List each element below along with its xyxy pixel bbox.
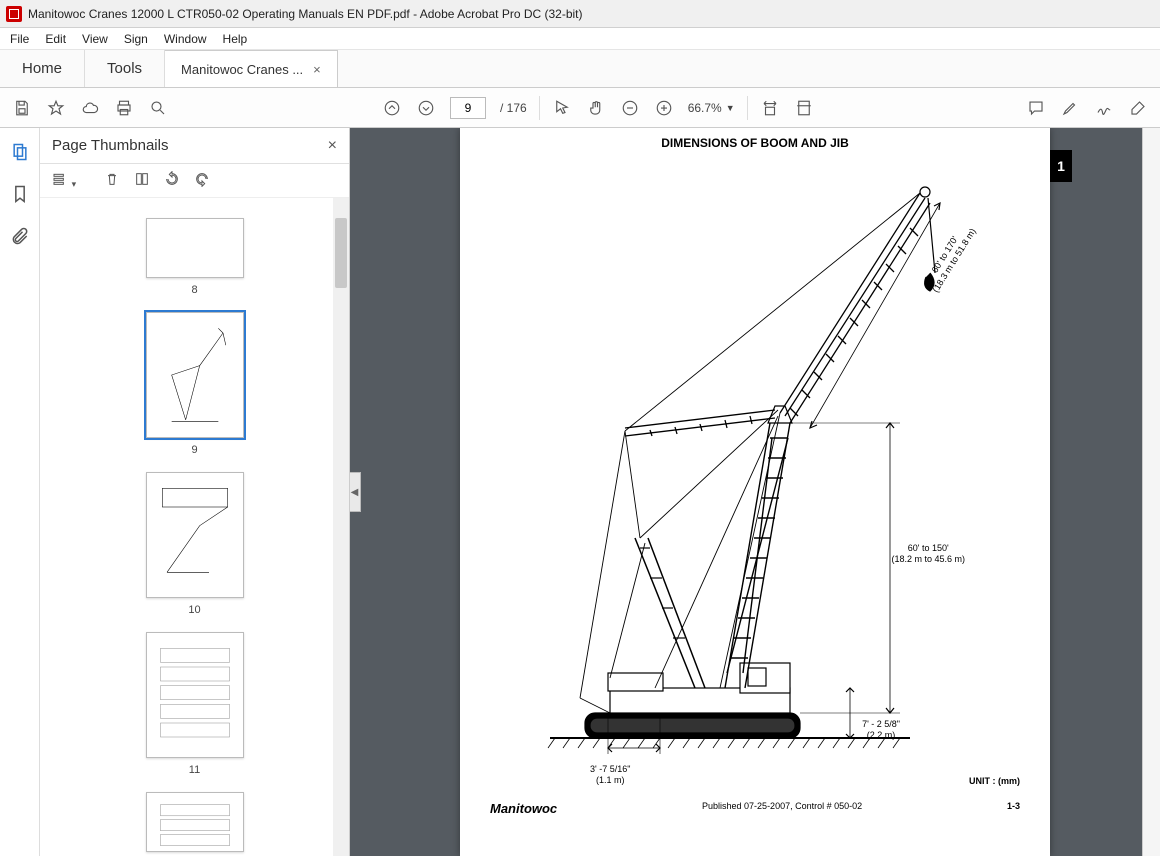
dim-tail: 3' -7 5/16" (1.1 m) — [590, 764, 630, 786]
zoom-in-icon[interactable] — [654, 98, 674, 118]
hand-icon[interactable] — [586, 98, 606, 118]
footer-page: 1-3 — [1007, 801, 1020, 816]
thumbnails-list[interactable]: 8 9 10 11 — [40, 198, 349, 856]
fit-width-icon[interactable] — [760, 98, 780, 118]
tab-close-icon[interactable]: × — [313, 62, 321, 77]
dim-boom-2: (18.2 m to 45.6 m) — [891, 554, 965, 565]
menu-help[interactable]: Help — [223, 32, 248, 46]
thumbnails-toolbar: ▾ — [40, 164, 349, 198]
thumb-label-10: 10 — [188, 604, 200, 616]
footer-logo: Manitowoc — [490, 801, 557, 816]
more-icon[interactable] — [1128, 98, 1148, 118]
dim-tail-1: 3' -7 5/16" — [590, 764, 630, 775]
page-total-label: / 176 — [500, 101, 527, 115]
thumb-rotate-ccw-icon[interactable] — [164, 171, 180, 190]
thumbnail-page-12[interactable] — [40, 792, 349, 852]
thumbnail-page-11[interactable]: 11 — [40, 632, 349, 776]
comment-icon[interactable] — [1026, 98, 1046, 118]
dim-boom-1: 60' to 150' — [891, 543, 965, 554]
tab-document[interactable]: Manitowoc Cranes ... × — [165, 50, 338, 87]
page-number-input[interactable] — [450, 97, 486, 119]
toolbar: / 176 66.7%▼ — [0, 88, 1160, 128]
tab-document-label: Manitowoc Cranes ... — [181, 62, 303, 77]
page-down-icon[interactable] — [416, 98, 436, 118]
save-icon[interactable] — [12, 98, 32, 118]
print-icon[interactable] — [114, 98, 134, 118]
pointer-icon[interactable] — [552, 98, 572, 118]
zoom-level[interactable]: 66.7%▼ — [688, 101, 735, 115]
dim-boom: 60' to 150' (18.2 m to 45.6 m) — [891, 543, 965, 565]
thumb-rotate-cw-icon[interactable] — [194, 171, 210, 190]
window-titlebar: Manitowoc Cranes 12000 L CTR050-02 Opera… — [0, 0, 1160, 28]
tabbar: Home Tools Manitowoc Cranes ... × — [0, 50, 1160, 88]
section-tab: 1 — [1050, 150, 1072, 182]
menu-edit[interactable]: Edit — [45, 32, 66, 46]
zoom-value: 66.7% — [688, 101, 722, 115]
fit-page-icon[interactable] — [794, 98, 814, 118]
thumbnails-title: Page Thumbnails — [52, 137, 168, 154]
sign-icon[interactable] — [1094, 98, 1114, 118]
page-up-icon[interactable] — [382, 98, 402, 118]
star-icon[interactable] — [46, 98, 66, 118]
thumb-scrollbar[interactable] — [333, 198, 349, 856]
right-tools-collapsed[interactable] — [1142, 128, 1160, 856]
pdf-icon — [6, 6, 22, 22]
thumbnail-page-10[interactable]: 10 — [40, 472, 349, 616]
pdf-page: 1 DIMENSIONS OF BOOM AND JIB — [460, 128, 1050, 856]
footer-pub: Published 07-25-2007, Control # 050-02 — [702, 801, 862, 816]
menu-file[interactable]: File — [10, 32, 29, 46]
page-heading: DIMENSIONS OF BOOM AND JIB — [460, 136, 1050, 150]
dim-tail-2: (1.1 m) — [590, 775, 630, 786]
cloud-icon[interactable] — [80, 98, 100, 118]
page-footer: Manitowoc Published 07-25-2007, Control … — [490, 801, 1020, 816]
tab-home[interactable]: Home — [0, 50, 85, 87]
search-zoom-icon[interactable] — [148, 98, 168, 118]
highlight-icon[interactable] — [1060, 98, 1080, 118]
dim-height: 7' - 2 5/8" (2.2 m) — [862, 719, 900, 741]
thumbnails-rail-icon[interactable] — [10, 142, 30, 162]
zoom-out-icon[interactable] — [620, 98, 640, 118]
attachment-rail-icon[interactable] — [10, 226, 30, 246]
thumb-label-11: 11 — [189, 764, 200, 776]
main-area: Page Thumbnails × ▾ 8 9 10 — [0, 128, 1160, 856]
thumbnails-close-icon[interactable]: × — [328, 137, 337, 155]
side-rail — [0, 128, 40, 856]
thumbnail-page-9[interactable]: 9 — [40, 312, 349, 456]
menubar: File Edit View Sign Window Help — [0, 28, 1160, 50]
thumb-delete-icon[interactable] — [104, 171, 120, 190]
document-viewer[interactable]: ◀ 1 DIMENSIONS OF BOOM AND JIB — [350, 128, 1160, 856]
thumb-label-9: 9 — [191, 444, 197, 456]
thumb-options-icon[interactable]: ▾ — [52, 171, 76, 190]
thumb-label-8: 8 — [191, 284, 197, 296]
menu-view[interactable]: View — [82, 32, 108, 46]
tab-tools[interactable]: Tools — [85, 50, 165, 87]
thumbnail-page-8[interactable]: 8 — [40, 218, 349, 296]
dim-height-1: 7' - 2 5/8" — [862, 719, 900, 730]
thumb-pages-icon[interactable] — [134, 171, 150, 190]
window-title: Manitowoc Cranes 12000 L CTR050-02 Opera… — [28, 7, 583, 21]
menu-sign[interactable]: Sign — [124, 32, 148, 46]
panel-collapse-handle[interactable]: ◀ — [350, 472, 361, 512]
menu-window[interactable]: Window — [164, 32, 207, 46]
thumbnails-panel: Page Thumbnails × ▾ 8 9 10 — [40, 128, 350, 856]
bookmark-rail-icon[interactable] — [10, 184, 30, 204]
dim-height-2: (2.2 m) — [862, 730, 900, 741]
unit-label: UNIT : (mm) — [969, 776, 1020, 786]
